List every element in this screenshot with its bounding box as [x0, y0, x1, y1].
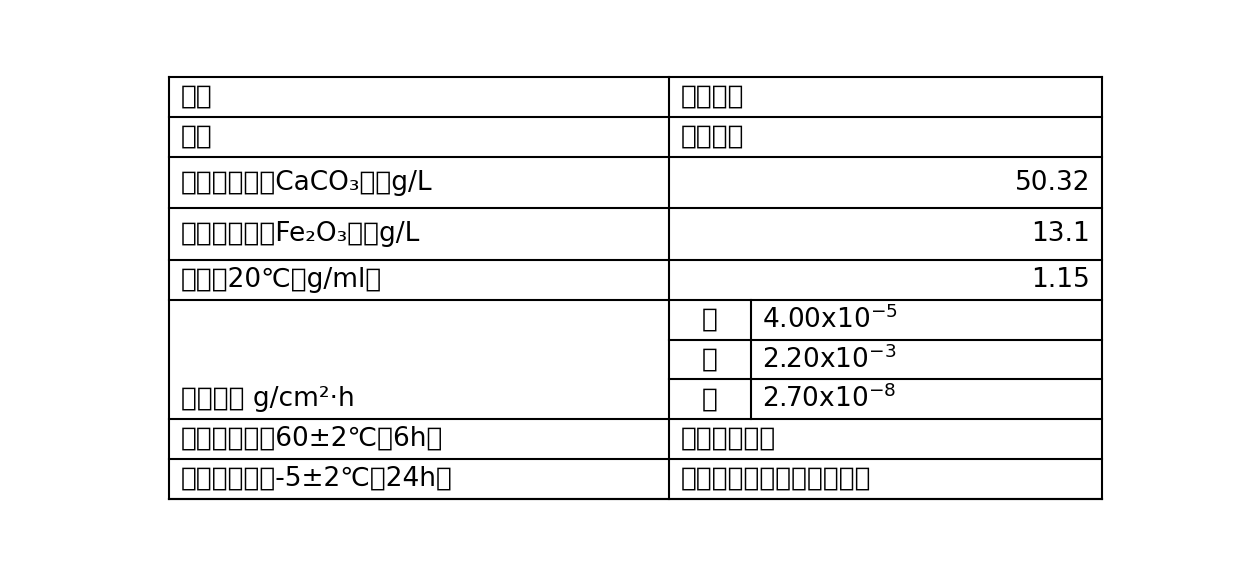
- Text: 低温稳定性（-5±2℃、24h）: 低温稳定性（-5±2℃、24h）: [181, 466, 453, 492]
- Text: 13.1: 13.1: [1032, 221, 1090, 247]
- Text: 锂: 锂: [702, 307, 718, 333]
- Text: 均匀、不分层: 均匀、不分层: [681, 426, 776, 452]
- Text: 溶锈垄能力（Fe₂O₃计）g/L: 溶锈垄能力（Fe₂O₃计）g/L: [181, 221, 420, 247]
- Text: 铝: 铝: [702, 347, 718, 372]
- Text: 腑蚊速度 g/cm²·h: 腑蚊速度 g/cm²·h: [181, 386, 355, 412]
- Text: 4.00x10$^{-5}$: 4.00x10$^{-5}$: [763, 306, 898, 334]
- Text: 均匀、不分层、无结晶析出: 均匀、不分层、无结晶析出: [681, 466, 872, 492]
- Text: 1.15: 1.15: [1032, 267, 1090, 293]
- Text: 2.20x10$^{-3}$: 2.20x10$^{-3}$: [763, 345, 897, 374]
- Text: 50.32: 50.32: [1014, 169, 1090, 196]
- Text: 高温稳定性（60±2℃、6h）: 高温稳定性（60±2℃、6h）: [181, 426, 444, 452]
- Text: 密度（20℃、g/ml）: 密度（20℃、g/ml）: [181, 267, 382, 293]
- Text: 项目: 项目: [181, 84, 213, 110]
- Text: 外观: 外观: [181, 124, 213, 150]
- Text: 2.70x10$^{-8}$: 2.70x10$^{-8}$: [763, 385, 897, 413]
- Text: 铜: 铜: [702, 386, 718, 412]
- Text: 测试结果: 测试结果: [681, 84, 744, 110]
- Text: 无色液体: 无色液体: [681, 124, 744, 150]
- Text: 溶水垄能力（CaCO₃计）g/L: 溶水垄能力（CaCO₃计）g/L: [181, 169, 433, 196]
